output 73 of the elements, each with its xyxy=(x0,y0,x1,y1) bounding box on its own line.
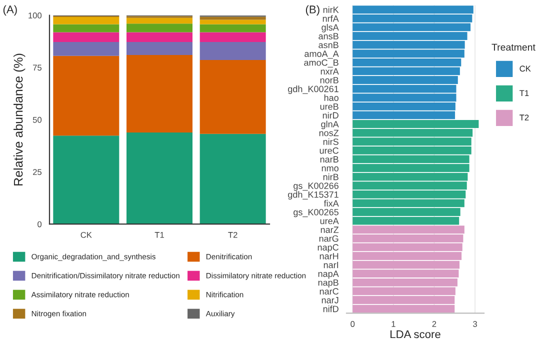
bar xyxy=(126,54,192,132)
bar xyxy=(126,42,192,55)
y-tick-label: gs_K00265 xyxy=(294,208,338,218)
bar xyxy=(53,56,120,136)
y-tick-label: ureA xyxy=(320,218,339,224)
y-tick-label: ansB xyxy=(318,33,338,40)
chart-title: (A) xyxy=(3,5,17,16)
y-tick-label: narZ xyxy=(320,226,339,233)
y-tick-label: ureB xyxy=(320,103,338,110)
bar xyxy=(53,16,120,24)
y-tick-label: glnA xyxy=(321,120,339,130)
y-tick-label: 100 xyxy=(28,12,42,18)
bar xyxy=(200,32,266,42)
legend-label: CK xyxy=(520,66,531,72)
y-tick-label: amoC_B xyxy=(304,59,338,68)
y-tick-label: nirS xyxy=(323,138,338,145)
y-tick-label: nirB xyxy=(323,174,338,180)
x-tick-label: T1 xyxy=(154,232,164,238)
y-tick-label: fixA xyxy=(324,200,339,206)
y-tick-label: narJ xyxy=(322,297,338,304)
y-tick-label: hao xyxy=(324,94,338,101)
y-tick-label: narG xyxy=(319,235,338,242)
x-axis-title: LDA score xyxy=(390,330,440,338)
y-tick-label: gdh_K15371 xyxy=(288,191,338,200)
bar xyxy=(200,42,266,60)
x-tick-label: 1 xyxy=(392,321,396,327)
y-tick-label: napA xyxy=(318,270,339,279)
bar xyxy=(126,18,192,24)
bar xyxy=(53,24,120,32)
bar xyxy=(126,132,192,224)
y-tick-label: 25 xyxy=(33,169,42,176)
bar xyxy=(53,136,120,224)
x-tick-label: CK xyxy=(80,232,92,238)
y-tick-label: narC xyxy=(320,288,339,295)
bar xyxy=(126,24,192,32)
bar xyxy=(126,32,192,42)
bar xyxy=(200,24,266,32)
y-tick-label: nosZ xyxy=(319,130,339,136)
y-tick-label: nifD xyxy=(323,306,338,312)
bar xyxy=(53,32,120,42)
y-tick-label: glsA xyxy=(322,24,339,32)
y-tick-label: narB xyxy=(320,156,338,163)
y-tick-label: norB xyxy=(320,77,338,84)
bar xyxy=(200,60,266,134)
y-tick-label: gdh_K00261 xyxy=(288,86,338,94)
legend-label: T1 xyxy=(520,90,529,96)
x-tick-label: 3 xyxy=(473,321,477,327)
legend-label: T2 xyxy=(520,114,529,120)
x-tick-label: T2 xyxy=(228,232,238,238)
y-tick-label: asnB xyxy=(318,42,338,48)
y-tick-label: 0 xyxy=(38,221,42,228)
x-tick-label: 2 xyxy=(432,321,436,327)
bar xyxy=(53,42,120,56)
y-tick-label: narI xyxy=(324,262,338,268)
y-axis-title: Relative abundance (%) xyxy=(14,54,26,186)
y-tick-label: napB xyxy=(318,279,338,288)
bar xyxy=(200,20,266,24)
y-tick-label: 50 xyxy=(32,116,42,123)
x-tick-label: 0 xyxy=(350,321,355,327)
y-tick-label: narH xyxy=(320,253,338,260)
bar xyxy=(200,134,266,224)
y-tick-label: napC xyxy=(318,244,339,252)
y-tick-label: nrfA xyxy=(322,15,339,22)
y-tick-label: amoA_A xyxy=(304,50,339,59)
y-tick-label: nirD xyxy=(322,112,338,118)
legend-title: Treatment xyxy=(492,44,536,51)
y-tick-label: ureC xyxy=(320,147,339,154)
chart-title: (B) xyxy=(306,5,320,16)
y-tick-label: nirK xyxy=(323,6,339,13)
y-tick-label: nxrA xyxy=(320,68,339,74)
y-tick-label: 75 xyxy=(33,64,42,71)
y-tick-label: gs_K00266 xyxy=(294,182,338,191)
y-tick-label: nmo xyxy=(322,166,338,172)
